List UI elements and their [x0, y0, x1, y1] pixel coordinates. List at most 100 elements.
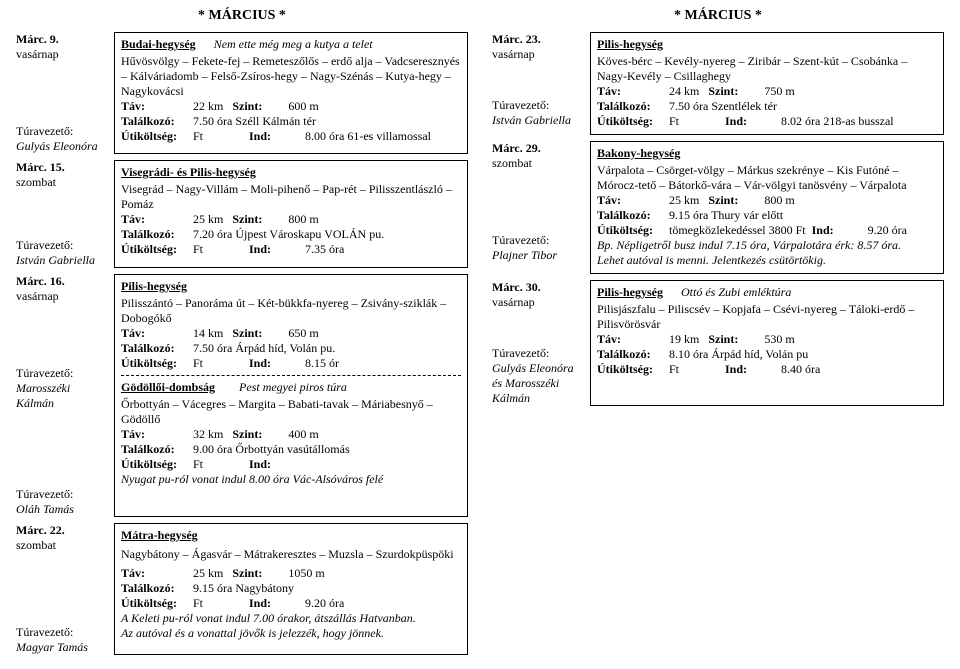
tav-value: 14 km: [193, 326, 223, 341]
route: Várpalota – Csörget-völgy – Márkus szekr…: [597, 163, 937, 193]
ft: Ft: [193, 596, 249, 611]
tav-value: 32 km: [193, 427, 223, 442]
tav-label: Táv:: [597, 84, 669, 99]
ind-value: 7.35 óra: [305, 242, 344, 257]
utikoltseg-label: Útiköltség:: [597, 223, 669, 238]
left-column: * MÁRCIUS * Márc. 9. vasárnap Túravezető…: [16, 8, 468, 661]
entry-body: Mátra-hegység Nagybátony – Ágasvár – Mát…: [114, 523, 468, 655]
route: Pilisszántó – Panoráma út – Két-bükkfa-n…: [121, 296, 461, 326]
talalkozo-value: 9.15 óra Thury vár előtt: [669, 208, 783, 223]
szint-value: 400 m: [288, 427, 318, 442]
page: * MÁRCIUS * Márc. 9. vasárnap Túravezető…: [16, 8, 944, 661]
entry-day: vasárnap: [16, 289, 108, 304]
entry-body: Visegrádi- és Pilis-hegység Visegrád – N…: [114, 160, 468, 268]
leader-name: Gulyás Eleonóra: [16, 139, 108, 154]
szint-value: 530 m: [764, 332, 794, 347]
date-column: Márc. 30. vasárnap Túravezető: Gulyás El…: [492, 280, 590, 406]
entry-day: szombat: [16, 175, 108, 190]
region: Visegrádi- és Pilis-hegység: [121, 165, 256, 179]
leader-label: Túravezető:: [16, 487, 108, 502]
ind-label: Ind:: [249, 596, 305, 611]
hike-entry: Márc. 30. vasárnap Túravezető: Gulyás El…: [492, 280, 944, 406]
szint-label: Szint:: [232, 326, 288, 341]
talalkozo-value: 7.50 óra Szentlélek tér: [669, 99, 777, 114]
leader-name: István Gabriella: [16, 253, 108, 268]
tav-value: 19 km: [669, 332, 699, 347]
tav-value: 25 km: [193, 212, 223, 227]
entry-day: szombat: [16, 538, 108, 553]
szint-label: Szint:: [708, 193, 764, 208]
ft: Ft: [193, 129, 249, 144]
region: Pilis-hegység: [597, 285, 663, 299]
route: Pilisjászfalu – Piliscsév – Kopjafa – Cs…: [597, 302, 937, 332]
note: Lehet autóval is menni. Jelentkezés csüt…: [597, 253, 937, 268]
talalkozo-label: Találkozó:: [597, 208, 669, 223]
date-column: Márc. 9. vasárnap Túravezető: Gulyás Ele…: [16, 32, 114, 154]
ind-label: Ind:: [249, 356, 305, 371]
entry-date: Márc. 22.: [16, 523, 108, 538]
utikoltseg-label: Útiköltség:: [597, 114, 669, 129]
tav-label: Táv:: [121, 427, 193, 442]
talalkozo-value: 9.00 óra Őrbottyán vasútállomás: [193, 442, 350, 457]
tav-label: Táv:: [121, 566, 193, 581]
ind-label: Ind:: [249, 242, 305, 257]
region: Gödöllői-dombság: [121, 380, 215, 394]
region-note: Nem ette még meg a kutya a telet: [214, 37, 373, 51]
talalkozo-label: Találkozó:: [597, 347, 669, 362]
talalkozo-label: Találkozó:: [121, 581, 193, 596]
region-note: Pest megyei piros túra: [239, 380, 347, 394]
note: Nyugat pu-ról vonat indul 8.00 óra Vác-A…: [121, 472, 461, 487]
entry-date: Márc. 29.: [492, 141, 584, 156]
szint-label: Szint:: [232, 99, 288, 114]
talalkozo-label: Találkozó:: [121, 341, 193, 356]
entry-day: vasárnap: [492, 47, 584, 62]
ft: Ft: [669, 114, 725, 129]
region: Budai-hegység: [121, 37, 196, 51]
leader-label: Túravezető:: [492, 98, 584, 113]
talalkozo-value: 7.50 óra Árpád híd, Volán pu.: [193, 341, 335, 356]
utikoltseg-label: Útiköltség:: [121, 356, 193, 371]
leader-label: Túravezető:: [16, 625, 108, 640]
hike-entry: Márc. 23. vasárnap Túravezető: István Ga…: [492, 32, 944, 135]
entry-day: vasárnap: [492, 295, 584, 310]
entry-date: Márc. 23.: [492, 32, 584, 47]
entry-date: Márc. 16.: [16, 274, 108, 289]
entry-body: Pilis-hegység Pilisszántó – Panoráma út …: [114, 274, 468, 517]
tav-label: Táv:: [121, 212, 193, 227]
leader-label: Túravezető:: [16, 366, 108, 381]
right-title: * MÁRCIUS *: [492, 8, 944, 24]
talalkozo-value: 7.20 óra Újpest Városkapu VOLÁN pu.: [193, 227, 384, 242]
hike-entry: Márc. 16. vasárnap Túravezető: Marosszék…: [16, 274, 468, 517]
szint-label: Szint:: [708, 332, 764, 347]
szint-value: 750 m: [764, 84, 794, 99]
entry-body: Pilis-hegység Ottó és Zubi emléktúra Pil…: [590, 280, 944, 406]
leader-name: Gulyás Eleonóra és Marosszéki Kálmán: [492, 361, 584, 406]
route: Köves-bérc – Kevély-nyereg – Ziribár – S…: [597, 54, 937, 84]
ind-value: 8.15 ór: [305, 356, 339, 371]
ind-value: 8.02 óra 218-as busszal: [781, 114, 894, 129]
ind-value: 9.20 óra: [868, 223, 907, 238]
ind-value: 8.00 óra 61-es villamossal: [305, 129, 431, 144]
utikoltseg-value: tömegközlekedéssel 3800 Ft: [669, 223, 806, 238]
leader-name: Oláh Tamás: [16, 502, 108, 517]
region-note: Ottó és Zubi emléktúra: [681, 285, 791, 299]
hike-entry: Márc. 9. vasárnap Túravezető: Gulyás Ele…: [16, 32, 468, 154]
date-column: Márc. 15. szombat Túravezető: István Gab…: [16, 160, 114, 268]
ft: Ft: [193, 356, 249, 371]
tav-label: Táv:: [597, 193, 669, 208]
talalkozo-value: 7.50 óra Széll Kálmán tér: [193, 114, 316, 129]
entry-body: Bakony-hegység Várpalota – Csörget-völgy…: [590, 141, 944, 274]
entry-day: szombat: [492, 156, 584, 171]
szint-label: Szint:: [232, 566, 288, 581]
leader-name: Magyar Tamás: [16, 640, 108, 655]
tav-value: 25 km: [193, 566, 223, 581]
entry-date: Márc. 9.: [16, 32, 108, 47]
entry-body: Budai-hegység Nem ette még meg a kutya a…: [114, 32, 468, 154]
szint-value: 800 m: [764, 193, 794, 208]
route: Hűvösvölgy – Fekete-fej – Remeteszőlős –…: [121, 54, 461, 99]
route: Nagybátony – Ágasvár – Mátrakeresztes – …: [121, 547, 461, 562]
talalkozo-value: 9.15 óra Nagybátony: [193, 581, 294, 596]
date-column: Márc. 16. vasárnap Túravezető: Marosszék…: [16, 274, 114, 517]
ft: Ft: [193, 457, 249, 472]
szint-value: 800 m: [288, 212, 318, 227]
